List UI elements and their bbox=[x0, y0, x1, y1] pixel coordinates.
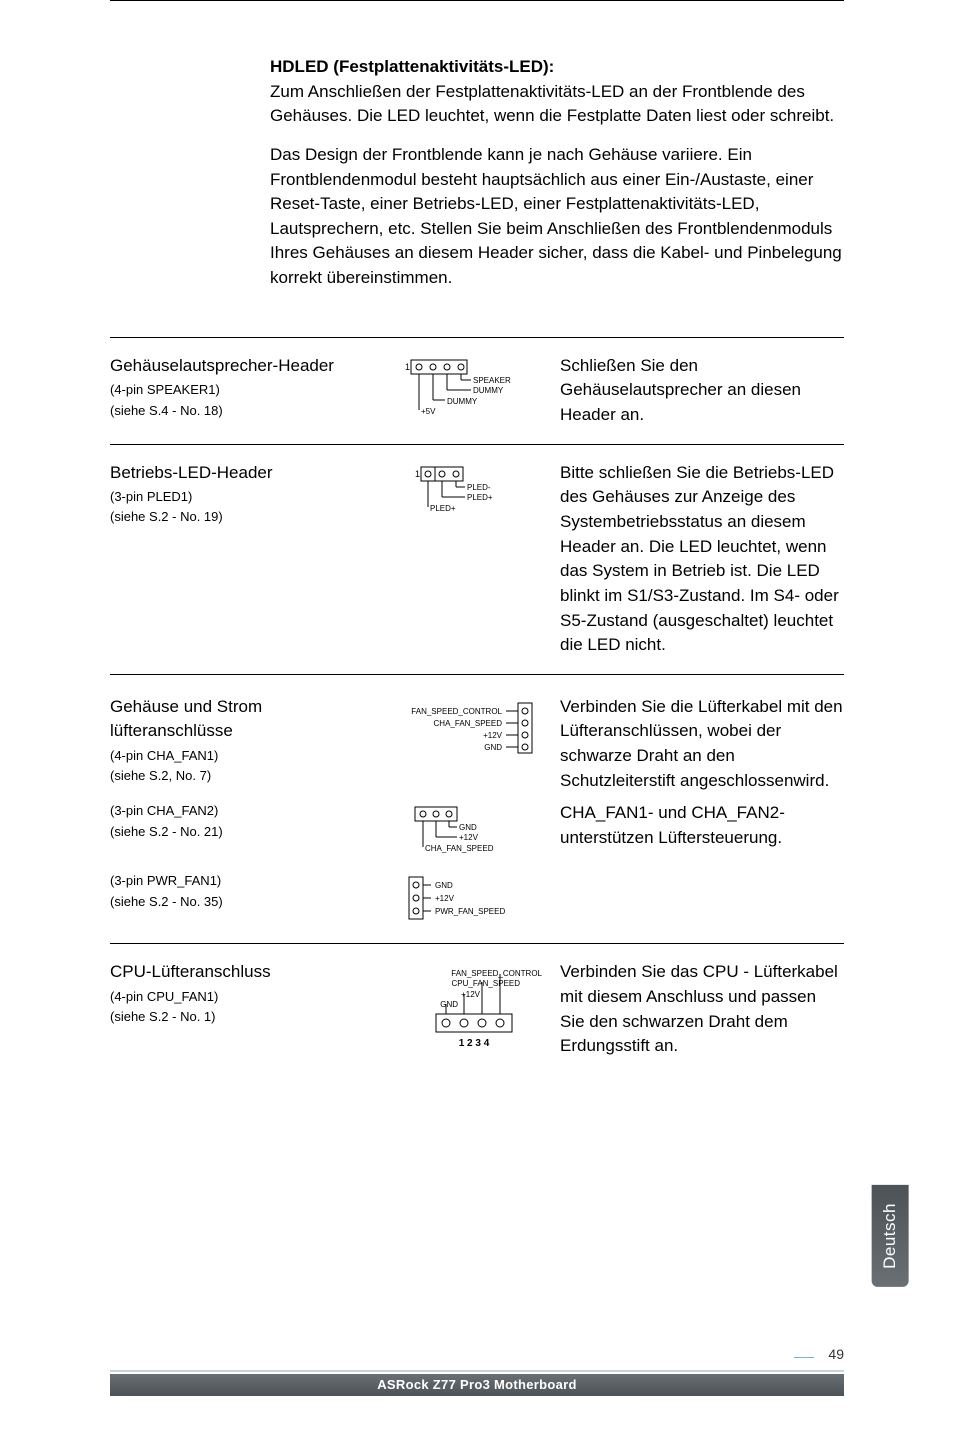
svg-text:+12V: +12V bbox=[435, 894, 455, 903]
hdled-body: Zum Anschließen der Festplattenaktivität… bbox=[270, 82, 834, 126]
cha2-diagram: GND +12V CHA_FAN_SPEED bbox=[395, 805, 535, 863]
svg-text:GND: GND bbox=[484, 743, 502, 752]
pled-see: (siehe S.2 - No. 19) bbox=[110, 507, 370, 527]
svg-text:GND: GND bbox=[459, 823, 477, 832]
cha2-see: (siehe S.2 - No. 21) bbox=[110, 822, 370, 842]
section-rule bbox=[110, 337, 844, 338]
footer-title-bar: ASRock Z77 Pro3 Motherboard bbox=[110, 1374, 844, 1396]
panel-body: Das Design der Frontblende kann je nach … bbox=[270, 143, 844, 291]
cpu-see: (siehe S.2 - No. 1) bbox=[110, 1007, 370, 1027]
cpu-pin: (4-pin CPU_FAN1) bbox=[110, 987, 370, 1007]
svg-text:1 2 3 4: 1 2 3 4 bbox=[459, 1038, 490, 1049]
svg-text:1: 1 bbox=[415, 469, 420, 479]
svg-text:+5V: +5V bbox=[421, 407, 436, 416]
hdled-title: HDLED (Festplattenaktivitäts-LED): bbox=[270, 57, 554, 76]
section-cpu: CPU-Lüfteranschluss (4-pin CPU_FAN1) (si… bbox=[110, 954, 844, 1065]
svg-text:PLED+: PLED+ bbox=[467, 493, 493, 502]
section-rule bbox=[110, 444, 844, 445]
cpu-diagram: FAN_SPEED_CONTROL CPU_FAN_SPEED +12V GND… bbox=[380, 964, 550, 1054]
cha2-pin: (3-pin CHA_FAN2) bbox=[110, 801, 370, 821]
pled-desc: Bitte schließen Sie die Betriebs-LED des… bbox=[560, 461, 844, 658]
section-rule bbox=[110, 943, 844, 944]
pwr-see: (siehe S.2 - No. 35) bbox=[110, 892, 370, 912]
speaker-see: (siehe S.4 - No. 18) bbox=[110, 401, 370, 421]
top-rule bbox=[110, 0, 844, 1]
pled-pin: (3-pin PLED1) bbox=[110, 487, 370, 507]
section-rule bbox=[110, 674, 844, 675]
footer-title: ASRock Z77 Pro3 Motherboard bbox=[377, 1376, 577, 1395]
cpu-desc: Verbinden Sie das CPU - Lüfterkabel mit … bbox=[560, 960, 844, 1059]
svg-text:1: 1 bbox=[405, 362, 410, 372]
fans-title: Gehäuse und Strom lüfteranschlüsse bbox=[110, 695, 370, 744]
svg-text:PLED+: PLED+ bbox=[430, 504, 456, 513]
speaker-title: Gehäuselautsprecher-Header bbox=[110, 354, 370, 379]
svg-text:CHA_FAN_SPEED: CHA_FAN_SPEED bbox=[425, 844, 494, 853]
svg-text:CHA_FAN_SPEED: CHA_FAN_SPEED bbox=[434, 719, 503, 728]
svg-text:SPEAKER: SPEAKER bbox=[473, 376, 511, 385]
language-tab: Deutsch bbox=[872, 1185, 909, 1287]
svg-text:+12V: +12V bbox=[459, 833, 479, 842]
section-speaker: Gehäuselautsprecher-Header (4-pin SPEAKE… bbox=[110, 348, 844, 434]
svg-text:GND: GND bbox=[435, 881, 453, 890]
svg-text:DUMMY: DUMMY bbox=[473, 386, 504, 395]
svg-text:FAN_SPEED_CONTROL: FAN_SPEED_CONTROL bbox=[451, 969, 542, 978]
svg-text:+12V: +12V bbox=[461, 990, 481, 999]
speaker-pin: (4-pin SPEAKER1) bbox=[110, 380, 370, 400]
svg-text:CPU_FAN_SPEED: CPU_FAN_SPEED bbox=[452, 979, 521, 988]
svg-text:FAN_SPEED_CONTROL: FAN_SPEED_CONTROL bbox=[411, 707, 502, 716]
pled-diagram: 1 PLED- PLED+ PLED+ bbox=[415, 465, 515, 521]
intro-block: HDLED (Festplattenaktivitäts-LED): Zum A… bbox=[270, 55, 844, 327]
svg-text:PWR_FAN_SPEED: PWR_FAN_SPEED bbox=[435, 907, 505, 916]
page-number: 49 bbox=[828, 1344, 844, 1364]
cha1-pin: (4-pin CHA_FAN1) bbox=[110, 746, 370, 766]
pwr-diagram: GND +12V PWR_FAN_SPEED bbox=[395, 875, 535, 923]
cha1-diagram: FAN_SPEED_CONTROL CHA_FAN_SPEED +12V GND bbox=[380, 699, 550, 757]
pled-title: Betriebs-LED-Header bbox=[110, 461, 370, 486]
speaker-desc: Schließen Sie den Gehäuselautsprecher an… bbox=[560, 354, 844, 428]
footer: ASRock Z77 Pro3 Motherboard bbox=[110, 1370, 844, 1396]
svg-text:PLED-: PLED- bbox=[467, 483, 491, 492]
fans-desc1: Verbinden Sie die Lüfterkabel mit den Lü… bbox=[560, 695, 844, 794]
section-fans: Gehäuse und Strom lüfteranschlüsse (4-pi… bbox=[110, 685, 844, 934]
section-pled: Betriebs-LED-Header (3-pin PLED1) (siehe… bbox=[110, 455, 844, 664]
pagenum-dash bbox=[794, 1357, 814, 1358]
fans-desc2: CHA_FAN1- und CHA_FAN2- unterstützen Lüf… bbox=[560, 801, 844, 850]
speaker-diagram: 1 SPEAKER DUMMY DUMMY +5V bbox=[405, 358, 525, 422]
pwr-pin: (3-pin PWR_FAN1) bbox=[110, 871, 370, 891]
svg-text:+12V: +12V bbox=[483, 731, 503, 740]
cpu-title: CPU-Lüfteranschluss bbox=[110, 960, 370, 985]
svg-text:GND: GND bbox=[440, 1000, 458, 1009]
svg-text:DUMMY: DUMMY bbox=[447, 397, 478, 406]
cha1-see: (siehe S.2, No. 7) bbox=[110, 766, 370, 786]
footer-rule bbox=[110, 1370, 844, 1372]
